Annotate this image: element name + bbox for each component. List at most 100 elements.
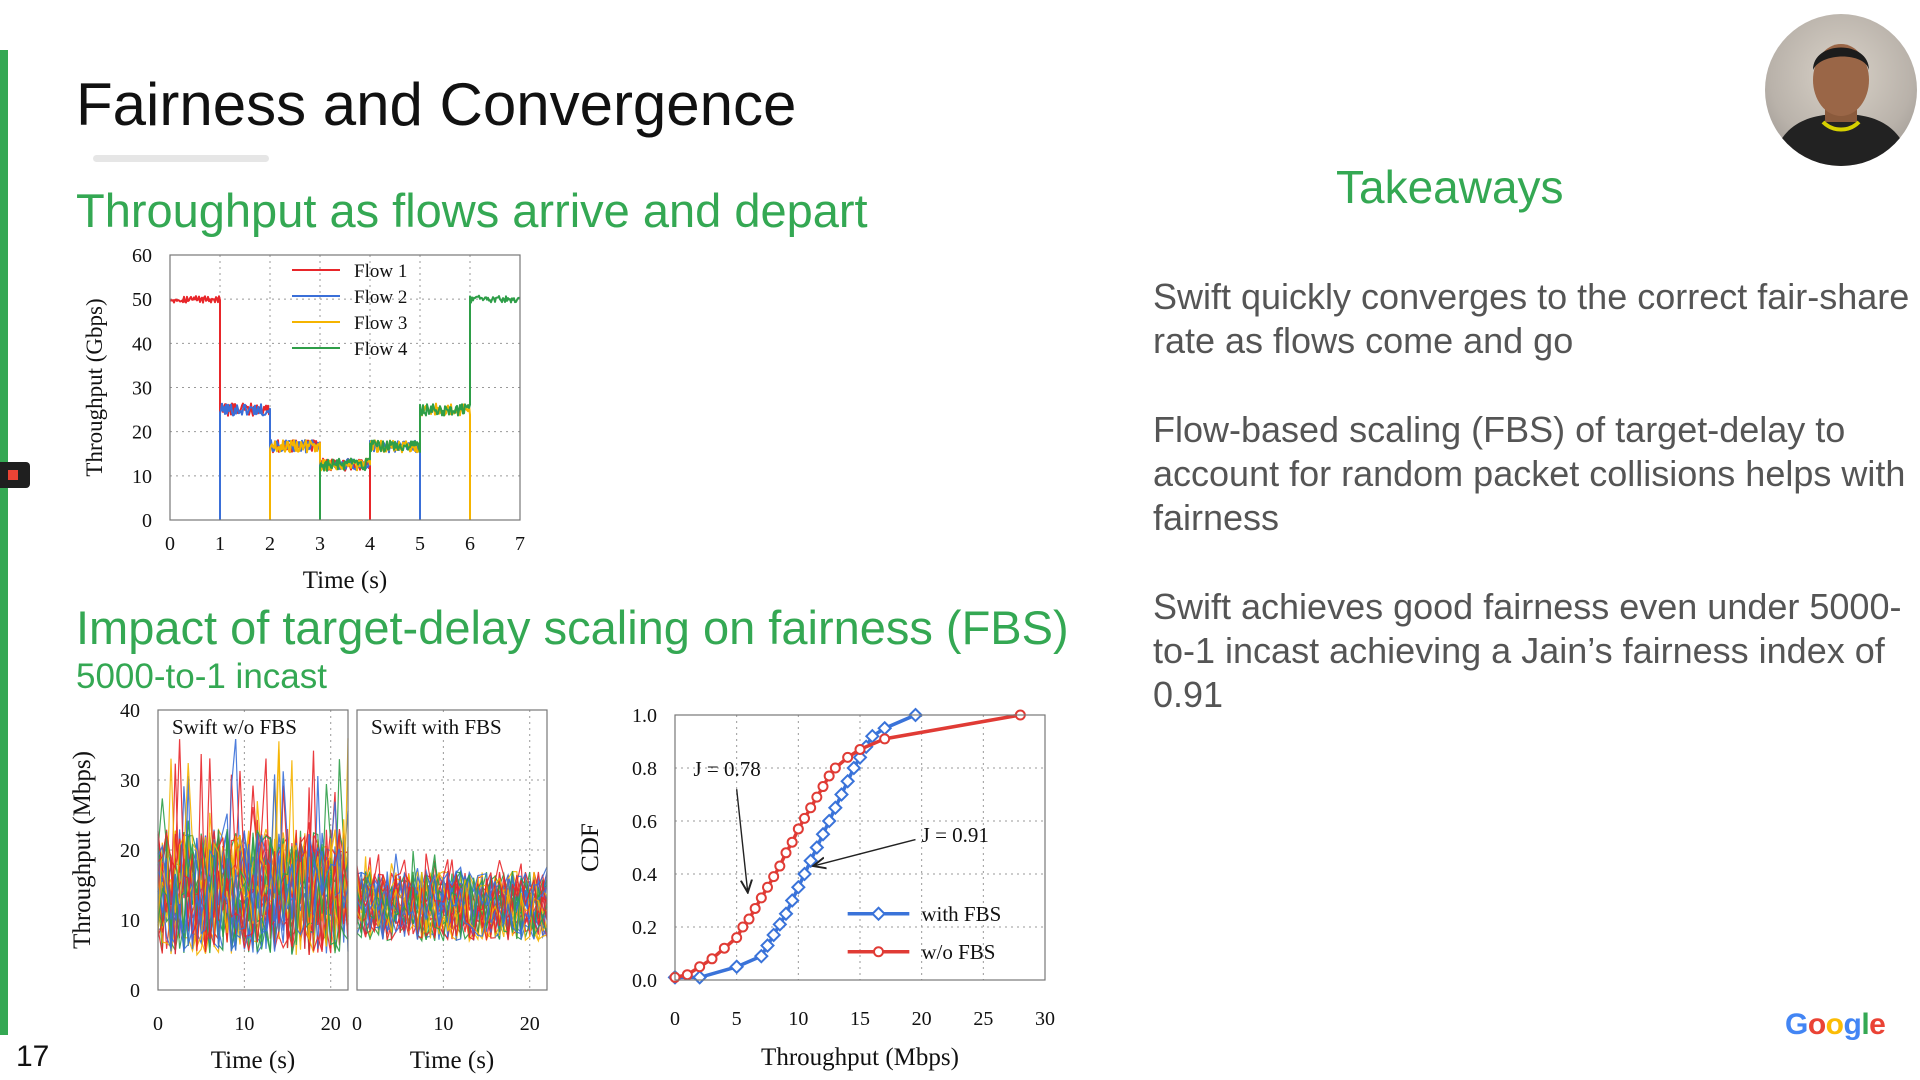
title-underline: [93, 155, 269, 162]
takeaway-2: Flow-based scaling (FBS) of target-delay…: [1153, 409, 1906, 538]
c1-legend-label: Flow 4: [354, 339, 408, 360]
c1-x-tick: 3: [315, 533, 325, 555]
c4-marker-circle: [786, 836, 798, 848]
c1-x-tick: 0: [165, 533, 175, 555]
section2-title: Impact of target-delay scaling on fairne…: [76, 601, 1069, 654]
c3-flow-line: [356, 871, 548, 943]
takeaway-3: Swift achieves good fairness even under …: [1153, 586, 1902, 715]
google-logo-letter: g: [1843, 1008, 1862, 1041]
c4-y-tick: 0.8: [632, 758, 657, 780]
c1-x-tick: 4: [365, 533, 375, 555]
section1-title: Throughput as flows arrive and depart: [76, 184, 868, 237]
c1-series: [169, 294, 521, 520]
c3-x-axis-label: Time (s): [410, 1047, 495, 1074]
c1-x-tick: 5: [415, 533, 425, 555]
c2-title-bg: [166, 715, 316, 739]
c4-x-tick: 25: [973, 1008, 993, 1030]
c4-legend-marker: [871, 906, 886, 922]
c4-arrow-j091: [813, 838, 916, 867]
c3-x-tick: 10: [433, 1013, 453, 1035]
c2-flow-line: [157, 833, 349, 952]
google-logo: Google: [1785, 1008, 1886, 1042]
c4-y-tick: 0.2: [632, 917, 657, 939]
c4-marker-circle: [854, 743, 866, 755]
record-icon[interactable]: [0, 462, 30, 488]
c4-marker-diamond: [840, 773, 856, 789]
c4-y-tick: 0.0: [632, 970, 657, 992]
c2-y-axis-label: Throughput (Mbps): [69, 751, 96, 949]
flow-throughput-chart: 0 1 2 3 4 5 6 7 0 10 20 30 40 50 60 Flow 1 Flow 2 Flow 3…: [82, 245, 525, 594]
c3-x-tick: 0: [352, 1013, 362, 1035]
incast-throughput-charts: 0 10 20 0 10 20 0 10 20 30 40 Swift w/o FBS Swift …: [69, 700, 548, 1074]
c1-x-tick: 6: [465, 533, 475, 555]
c1-y-tick: 50: [132, 289, 152, 311]
c4-x-axis-label: Throughput (Mbps): [761, 1044, 959, 1071]
section2-subtitle: 5000-to-1 incast: [76, 657, 327, 696]
c4-marker-diamond: [846, 760, 862, 776]
takeaways-title: Takeaways: [1336, 161, 1564, 213]
c4-ticks: 0 5 10 15 20 25 30 0.0 0.2 0.4 0.6 0.8 1.0: [632, 705, 1055, 1030]
c1-frame: [169, 254, 521, 521]
c4-legend-label: with FBS: [921, 902, 1001, 926]
c4-marker-circle: [755, 892, 767, 904]
c2-lines: [157, 738, 349, 957]
c1-y-axis-label: Throughput (Gbps): [82, 298, 107, 476]
c4-marker-circle: [749, 902, 761, 914]
c4-marker-circle: [817, 781, 829, 793]
c2-x-tick: 10: [234, 1013, 254, 1035]
c4-marker-circle: [768, 871, 780, 883]
speaker-figure: [1771, 44, 1911, 166]
c4-marker-diamond: [864, 728, 880, 744]
c1-y-tick: 30: [132, 378, 152, 400]
c3-frame: [356, 709, 548, 991]
c4-y-tick: 1.0: [632, 705, 657, 727]
c4-marker-circle: [681, 969, 693, 981]
c3-title: Swift with FBS: [371, 715, 502, 739]
c4-marker-diamond: [790, 879, 806, 895]
c23-ticks: 0 10 20 0 10 20 0 10 20 30 40: [120, 700, 540, 1035]
c4-x-tick: 30: [1035, 1008, 1055, 1030]
c4-y-tick: 0.4: [632, 864, 657, 886]
c3-flow-line: [356, 872, 548, 938]
accent-bar: [0, 50, 8, 1035]
c2-flow-line: [157, 739, 349, 952]
c4-marker-diamond: [784, 893, 800, 908]
c2-y-tick: 10: [120, 910, 140, 932]
c4-annotation-j078: J = 0.78: [694, 757, 761, 781]
google-logo-letter: G: [1785, 1008, 1808, 1041]
c4-marker-circle: [879, 733, 891, 745]
c4-annotations: J = 0.78 J = 0.91: [694, 757, 989, 893]
c2-title: Swift w/o FBS: [172, 715, 297, 739]
c4-marker-circle: [737, 921, 749, 933]
c2-x-tick: 20: [321, 1013, 341, 1035]
c4-marker-circle: [731, 932, 743, 944]
c1-x-tick: 1: [215, 533, 225, 555]
c4-marker-diamond: [852, 749, 868, 765]
c4-marker-diamond: [809, 840, 825, 855]
c4-marker-circle: [762, 881, 773, 893]
c4-marker-circle: [805, 802, 817, 814]
c4-marker-diamond: [766, 927, 782, 943]
c4-marker-circle: [842, 751, 854, 763]
c3-x-tick: 20: [520, 1013, 540, 1035]
c3-title-bg: [365, 715, 515, 739]
c2-x-axis-label: Time (s): [211, 1047, 296, 1074]
c4-marker-circle: [718, 942, 730, 954]
c4-marker-circle: [706, 953, 718, 965]
slide-title: Fairness and Convergence: [76, 71, 797, 138]
c4-marker-circle: [694, 961, 706, 973]
c4-y-axis-label: CDF: [577, 823, 604, 872]
google-logo-letter: o: [1825, 1008, 1844, 1041]
c4-marker-circle: [743, 913, 755, 925]
c4-annotation-j091: J = 0.91: [922, 823, 989, 847]
c1-ticks: 0 1 2 3 4 5 6 7 0 10 20 30 40 50 60: [132, 245, 525, 555]
cdf-chart: 0 5 10 15 20 25 300.00.20.40.60.81.0 J = 0.78J…: [577, 705, 1055, 1071]
c4-marker-diamond: [815, 826, 831, 842]
c1-y-tick: 60: [132, 245, 152, 267]
c4-marker-diamond: [797, 866, 812, 882]
c2-x-tick: 0: [153, 1013, 163, 1035]
google-logo-letter: e: [1869, 1008, 1886, 1041]
google-logo-letter: o: [1807, 1008, 1826, 1041]
c1-x-axis-label: Time (s): [303, 567, 388, 594]
c4-legend-label: w/o FBS: [921, 940, 995, 964]
